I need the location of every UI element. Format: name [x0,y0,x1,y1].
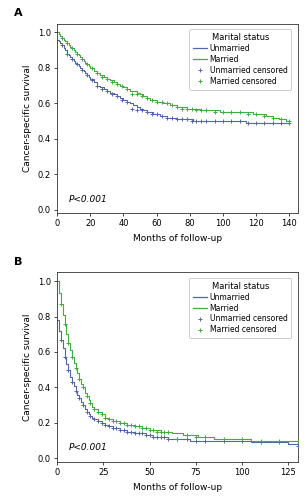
Text: P<0.001: P<0.001 [69,195,108,204]
Text: A: A [14,8,22,18]
X-axis label: Months of follow-up: Months of follow-up [133,482,222,492]
X-axis label: Months of follow-up: Months of follow-up [133,234,222,243]
Text: B: B [14,256,22,266]
Text: P<0.001: P<0.001 [69,444,108,452]
Y-axis label: Cancer-specific survival: Cancer-specific survival [23,314,32,421]
Legend: Unmarried, Married, Unmarried censored, Married censored: Unmarried, Married, Unmarried censored, … [189,30,291,90]
Y-axis label: Cancer-specific survival: Cancer-specific survival [23,64,32,172]
Legend: Unmarried, Married, Unmarried censored, Married censored: Unmarried, Married, Unmarried censored, … [189,278,291,338]
